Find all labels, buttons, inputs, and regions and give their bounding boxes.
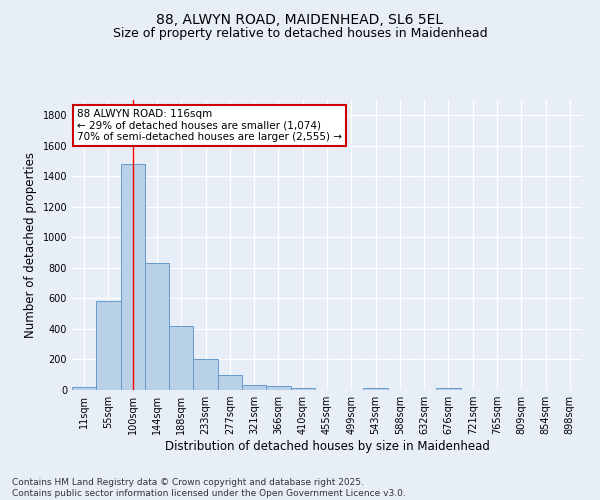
Bar	[96, 302, 121, 390]
Text: 88 ALWYN ROAD: 116sqm
← 29% of detached houses are smaller (1,074)
70% of semi-d: 88 ALWYN ROAD: 116sqm ← 29% of detached …	[77, 108, 342, 142]
Bar	[193, 360, 218, 390]
Bar	[290, 388, 315, 390]
Bar	[436, 388, 461, 390]
Y-axis label: Number of detached properties: Number of detached properties	[24, 152, 37, 338]
Bar	[169, 326, 193, 390]
Bar	[121, 164, 145, 390]
Bar	[364, 388, 388, 390]
Bar	[242, 384, 266, 390]
Text: Size of property relative to detached houses in Maidenhead: Size of property relative to detached ho…	[113, 28, 487, 40]
Bar	[72, 387, 96, 390]
Bar	[218, 374, 242, 390]
Bar	[266, 386, 290, 390]
X-axis label: Distribution of detached houses by size in Maidenhead: Distribution of detached houses by size …	[164, 440, 490, 453]
Bar	[145, 264, 169, 390]
Text: Contains HM Land Registry data © Crown copyright and database right 2025.
Contai: Contains HM Land Registry data © Crown c…	[12, 478, 406, 498]
Text: 88, ALWYN ROAD, MAIDENHEAD, SL6 5EL: 88, ALWYN ROAD, MAIDENHEAD, SL6 5EL	[157, 12, 443, 26]
